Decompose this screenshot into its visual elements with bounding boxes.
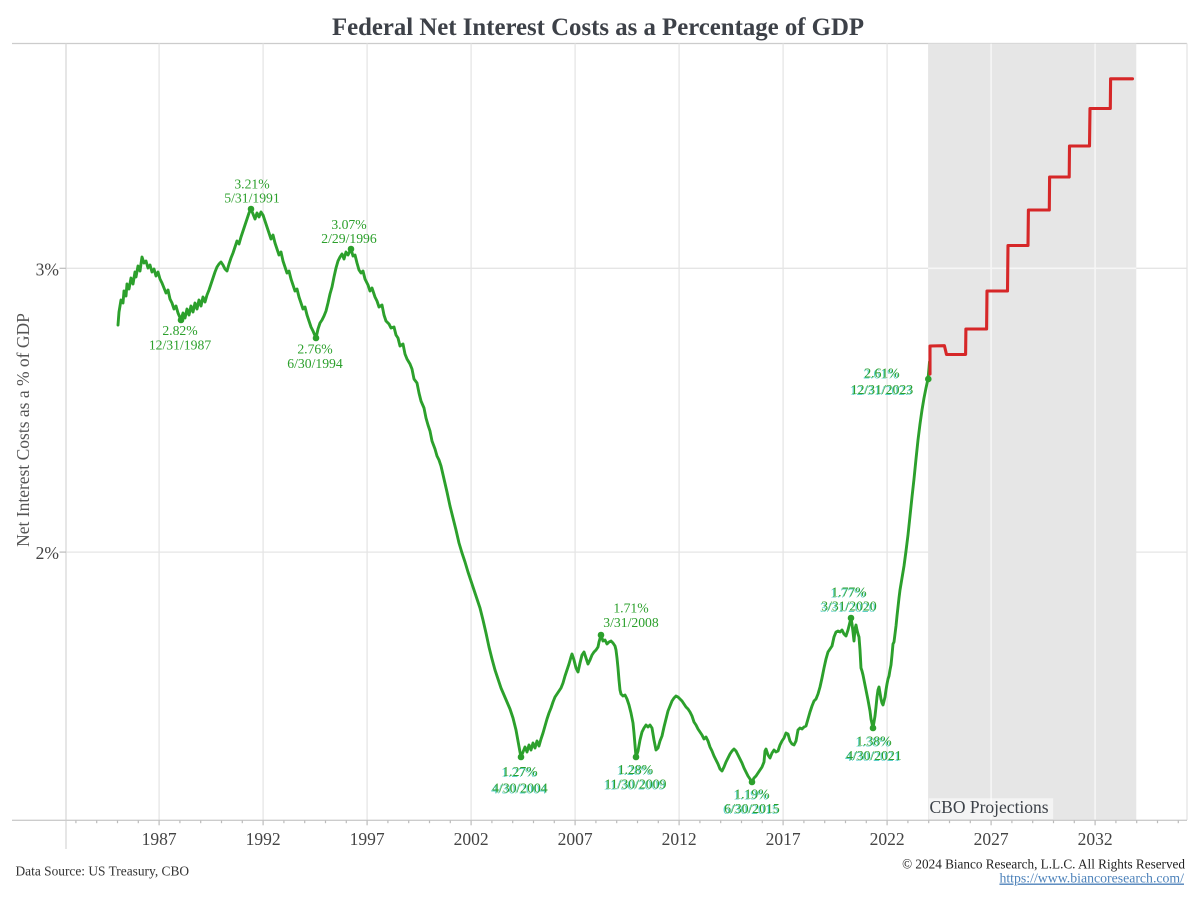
svg-text:3/31/2020: 3/31/2020	[821, 599, 877, 614]
svg-text:4/30/2021: 4/30/2021	[846, 748, 902, 763]
svg-text:6/30/2015: 6/30/2015	[724, 801, 780, 816]
svg-text:12/31/1987: 12/31/1987	[149, 337, 212, 352]
svg-text:2/29/1996: 2/29/1996	[321, 231, 377, 246]
svg-text:2002: 2002	[454, 829, 489, 849]
svg-text:1.19%: 1.19%	[734, 787, 769, 802]
svg-text:3.21%: 3.21%	[234, 177, 269, 192]
svg-text:12/31/2023: 12/31/2023	[851, 382, 914, 397]
svg-text:1992: 1992	[246, 829, 281, 849]
svg-text:2012: 2012	[662, 829, 697, 849]
svg-text:4/30/2004: 4/30/2004	[492, 781, 548, 796]
svg-text:1997: 1997	[350, 829, 385, 849]
svg-text:2.76%: 2.76%	[297, 342, 332, 357]
svg-text:CBO Projections: CBO Projections	[930, 797, 1049, 817]
svg-text:1.27%: 1.27%	[502, 764, 537, 779]
svg-text:1.38%: 1.38%	[856, 734, 891, 749]
svg-text:3.07%: 3.07%	[331, 217, 366, 232]
svg-text:1.71%: 1.71%	[613, 601, 648, 616]
svg-text:2022: 2022	[870, 829, 905, 849]
svg-text:© 2024 Bianco Research, L.L.C.: © 2024 Bianco Research, L.L.C. All Right…	[902, 857, 1185, 872]
svg-text:2032: 2032	[1078, 829, 1113, 849]
svg-text:3%: 3%	[36, 260, 59, 280]
svg-text:5/31/1991: 5/31/1991	[224, 191, 280, 206]
svg-text:Federal Net Interest Costs as: Federal Net Interest Costs as a Percenta…	[332, 14, 864, 41]
svg-text:1987: 1987	[142, 829, 177, 849]
svg-text:2017: 2017	[766, 829, 801, 849]
svg-text:3/31/2008: 3/31/2008	[603, 615, 659, 630]
svg-text:https://www.biancoresearch.com: https://www.biancoresearch.com/	[999, 871, 1184, 886]
svg-text:2007: 2007	[558, 829, 593, 849]
svg-text:Net Interest Costs as a % of G: Net Interest Costs as a % of GDP	[13, 313, 33, 547]
svg-text:2027: 2027	[974, 829, 1009, 849]
svg-text:1.77%: 1.77%	[831, 585, 866, 600]
svg-text:2%: 2%	[36, 543, 59, 563]
svg-text:Data Source: US Treasury, CBO: Data Source: US Treasury, CBO	[16, 864, 190, 879]
svg-text:6/30/1994: 6/30/1994	[287, 356, 343, 371]
svg-text:2.82%: 2.82%	[162, 323, 197, 338]
svg-text:1.28%: 1.28%	[618, 762, 653, 777]
svg-text:11/30/2009: 11/30/2009	[605, 776, 667, 791]
svg-text:2.61%: 2.61%	[864, 366, 899, 381]
